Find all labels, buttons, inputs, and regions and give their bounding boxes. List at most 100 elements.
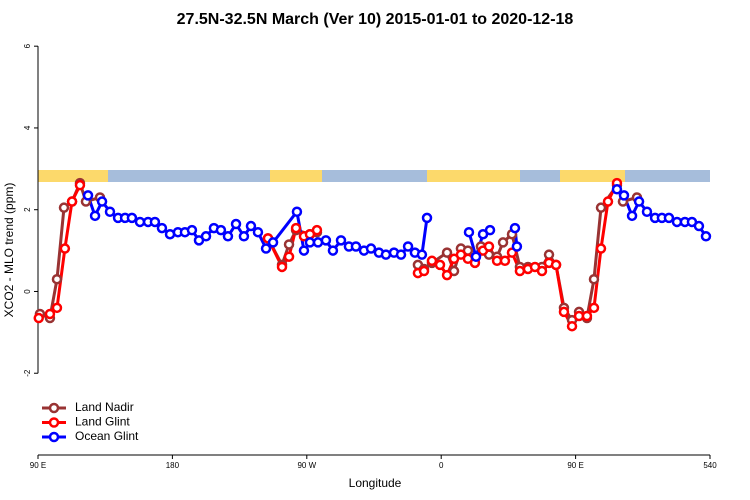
- x-tick-label: 180: [166, 461, 180, 470]
- data-point: [215, 224, 227, 236]
- y-axis-title: XCO2 - MLO trend (ppm): [2, 183, 16, 318]
- data-point: [350, 241, 362, 252]
- data-point: [611, 184, 623, 195]
- data-point: [509, 222, 521, 234]
- data-point: [230, 218, 242, 230]
- data-point: [693, 220, 705, 232]
- data-point: [700, 231, 712, 242]
- data-point: [543, 249, 555, 260]
- legend-marker: [48, 402, 60, 414]
- data-point: [290, 222, 302, 234]
- land-ocean-band: [520, 170, 560, 182]
- land-ocean-band: [322, 170, 427, 182]
- y-tick-label: 4: [23, 125, 32, 130]
- legend-label: Land Nadir: [75, 400, 134, 414]
- data-point: [402, 241, 414, 252]
- data-point: [96, 196, 108, 207]
- data-point: [89, 210, 101, 222]
- data-point: [51, 273, 63, 285]
- data-point: [626, 210, 638, 222]
- data-point: [267, 237, 279, 248]
- y-tick-label: -2: [23, 369, 32, 377]
- data-point: [558, 306, 570, 318]
- data-point: [66, 196, 78, 207]
- data-point: [588, 273, 600, 285]
- data-point: [499, 255, 511, 267]
- data-point: [441, 247, 453, 258]
- data-point: [514, 265, 526, 277]
- legend-label: Land Glint: [75, 415, 130, 429]
- land-ocean-band: [270, 170, 322, 182]
- y-tick-label: 0: [23, 289, 32, 294]
- data-point: [186, 224, 198, 236]
- data-point: [252, 226, 264, 238]
- data-point: [497, 237, 509, 248]
- x-tick-label: 90 E: [30, 461, 46, 470]
- data-point: [618, 190, 630, 201]
- data-point: [104, 206, 116, 217]
- data-point: [595, 202, 607, 213]
- data-point: [298, 245, 310, 256]
- legend-marker: [48, 431, 60, 443]
- data-point: [134, 216, 146, 228]
- legend-marker: [48, 417, 60, 428]
- data-point: [581, 310, 593, 322]
- data-point: [311, 224, 323, 236]
- x-tick-label: 540: [703, 461, 717, 470]
- land-ocean-band: [38, 170, 108, 182]
- data-point: [291, 206, 303, 217]
- data-point: [365, 243, 377, 254]
- y-tick-label: 2: [23, 207, 32, 212]
- data-point: [588, 302, 600, 314]
- data-point: [283, 251, 295, 262]
- data-point: [82, 190, 94, 201]
- data-point: [283, 239, 295, 250]
- data-point: [335, 235, 347, 246]
- data-point: [222, 231, 234, 242]
- data-point: [602, 196, 614, 207]
- series-line: [86, 188, 708, 259]
- data-point: [536, 265, 548, 277]
- data-point: [320, 235, 332, 246]
- data-point: [641, 206, 653, 217]
- data-point: [51, 302, 63, 314]
- data-point: [327, 245, 339, 256]
- data-point: [395, 249, 407, 260]
- data-point: [380, 249, 392, 260]
- data-point: [463, 226, 475, 238]
- data-point: [426, 255, 438, 267]
- x-tick-label: 90 W: [297, 461, 316, 470]
- data-point: [200, 231, 212, 242]
- data-point: [304, 237, 316, 248]
- x-axis-title: Longitude: [349, 476, 402, 490]
- land-ocean-band: [108, 170, 270, 182]
- data-point: [59, 243, 71, 254]
- data-point: [58, 202, 70, 213]
- data-point: [276, 261, 288, 273]
- land-ocean-band: [560, 170, 625, 182]
- data-point: [511, 241, 523, 252]
- data-point: [33, 312, 44, 324]
- data-point: [74, 179, 86, 191]
- x-tick-label: 0: [439, 461, 444, 470]
- data-point: [483, 241, 495, 252]
- data-point: [434, 259, 446, 271]
- data-point: [238, 231, 250, 242]
- data-point: [633, 196, 645, 207]
- data-point: [663, 212, 675, 224]
- data-point: [595, 243, 607, 254]
- data-point: [44, 308, 56, 320]
- data-point: [260, 243, 272, 254]
- legend-label: Ocean Glint: [75, 429, 139, 443]
- data-point: [484, 224, 496, 236]
- land-ocean-band: [625, 170, 710, 182]
- data-point: [416, 249, 428, 260]
- chart-title: 27.5N-32.5N March (Ver 10) 2015-01-01 to…: [177, 11, 574, 28]
- data-point: [245, 220, 257, 232]
- data-point: [566, 320, 578, 332]
- data-point: [550, 259, 562, 271]
- data-point: [470, 251, 482, 262]
- data-point: [149, 216, 161, 228]
